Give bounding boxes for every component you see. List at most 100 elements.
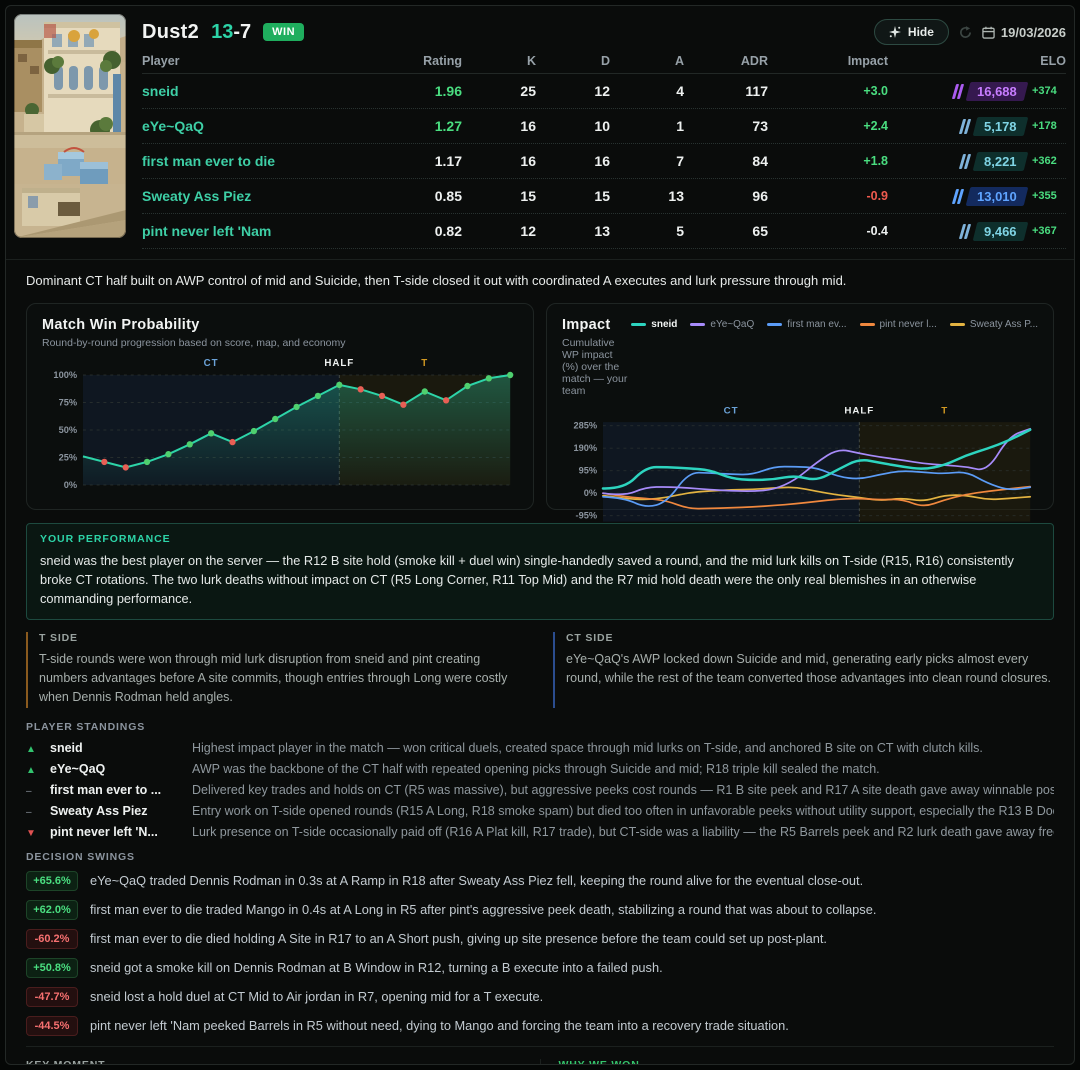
svg-text:CT: CT bbox=[724, 406, 739, 417]
decision-swing-row: -47.7% sneid lost a hold duel at CT Mid t… bbox=[26, 986, 1054, 1007]
table-row[interactable]: pint never left 'Nam 0.82 12 13 5 65 -0.4 9,466… bbox=[142, 214, 1066, 249]
impact-legend: sneid eYe~QaQ first man ev... pint never l.… bbox=[631, 317, 1038, 330]
hide-button[interactable]: Hide bbox=[873, 19, 949, 45]
impact-value: -0.4 bbox=[866, 224, 888, 238]
standings-description: AWP was the backbone of the CT half with… bbox=[192, 761, 880, 776]
elo-delta: +367 bbox=[1032, 225, 1057, 237]
legend-item[interactable]: eYe~QaQ bbox=[690, 319, 754, 330]
header-right: Dust2 13-7 WIN Hide 19/03/2026 bbox=[142, 14, 1066, 249]
legend-swatch bbox=[859, 323, 875, 326]
elo-slashes-icon bbox=[959, 223, 972, 239]
elo-number: 13,010 bbox=[977, 188, 1017, 204]
scoreboard-column-adr: ADR bbox=[740, 53, 768, 68]
map-name: Dust2 bbox=[142, 20, 200, 43]
elo-slashes-icon bbox=[959, 118, 972, 134]
elo-badge: 9,466 bbox=[973, 221, 1029, 241]
your-performance-text: sneid was the best player on the server … bbox=[40, 553, 1014, 607]
kills-value: 12 bbox=[520, 223, 536, 239]
deaths-value: 16 bbox=[594, 153, 610, 169]
svg-text:100%: 100% bbox=[53, 370, 77, 380]
impact-chart: CT HALF T -95% 0% 95% 190% 285% bbox=[573, 406, 1032, 522]
player-name-link[interactable]: pint never left 'Nam bbox=[142, 223, 272, 239]
elo-number: 9,466 bbox=[984, 223, 1017, 239]
refresh-icon[interactable] bbox=[959, 25, 972, 39]
player-name-link[interactable]: eYe~QaQ bbox=[142, 118, 204, 134]
svg-text:0%: 0% bbox=[584, 488, 597, 498]
svg-text:50%: 50% bbox=[59, 425, 78, 435]
svg-text:190%: 190% bbox=[573, 443, 597, 453]
standings-description: Highest impact player in the match — won… bbox=[192, 740, 983, 755]
table-row[interactable]: Sweaty Ass Piez 0.85 15 15 13 96 -0.9 13,010 +35… bbox=[142, 179, 1066, 214]
ct-side-text: eYe~QaQ's AWP locked down Suicide and mi… bbox=[566, 651, 1052, 685]
table-row[interactable]: sneid 1.96 25 12 4 117 +3.0 16,688 +374 bbox=[142, 74, 1066, 109]
deaths-value: 12 bbox=[594, 83, 610, 99]
standings-description: Entry work on T-side opened rounds (R15 … bbox=[192, 803, 1054, 818]
player-name-link[interactable]: Sweaty Ass Piez bbox=[142, 188, 252, 204]
deaths-value: 10 bbox=[594, 118, 610, 134]
hide-button-label: Hide bbox=[907, 25, 934, 39]
legend-swatch bbox=[949, 323, 965, 326]
legend-label: first man ev... bbox=[787, 319, 847, 330]
player-name-link[interactable]: sneid bbox=[142, 83, 179, 99]
win-probability-card: Match Win Probability Round-by-round pro… bbox=[26, 303, 534, 510]
svg-text:0%: 0% bbox=[64, 480, 78, 490]
elo-slashes-icon bbox=[952, 83, 965, 99]
svg-text:HALF: HALF bbox=[324, 358, 354, 369]
standings-player-name: Sweaty Ass Piez bbox=[50, 803, 148, 818]
svg-text:-95%: -95% bbox=[576, 511, 598, 521]
assists-value: 13 bbox=[668, 188, 684, 204]
player-name-link[interactable]: first man ever to die bbox=[142, 153, 276, 169]
legend-item[interactable]: first man ev... bbox=[767, 319, 847, 330]
scoreboard-column-rating: Rating bbox=[423, 53, 462, 68]
elo-badge: 13,010 bbox=[965, 186, 1029, 206]
svg-text:T: T bbox=[421, 358, 428, 369]
player-standings-section: PLAYER STANDINGS ▲ sneid Highest impact pl… bbox=[26, 721, 1054, 839]
score-opponent: -7 bbox=[233, 20, 252, 43]
rank-flat-icon: – bbox=[26, 785, 32, 797]
player-standings-title: PLAYER STANDINGS bbox=[26, 720, 146, 733]
legend-item[interactable]: Sweaty Ass P... bbox=[949, 319, 1038, 330]
swing-description: first man ever to die traded Mango in 0.… bbox=[90, 902, 877, 918]
impact-value: -0.9 bbox=[866, 189, 888, 203]
standings-row: ▲ sneid Highest impact player in the match… bbox=[26, 741, 1054, 755]
ct-side-title: CT SIDE bbox=[566, 631, 614, 644]
rating-value: 1.17 bbox=[434, 153, 462, 169]
scoreboard-column-d: D bbox=[600, 53, 610, 68]
swing-value-badge: +50.8% bbox=[26, 957, 78, 978]
date-picker[interactable]: 19/03/2026 bbox=[982, 25, 1066, 40]
scoreboard-column-elo: ELO bbox=[1040, 53, 1066, 68]
swing-description: sneid got a smoke kill on Dennis Rodman … bbox=[90, 960, 663, 976]
elo-number: 16,688 bbox=[977, 83, 1017, 99]
legend-label: pint never l... bbox=[879, 319, 937, 330]
legend-item[interactable]: pint never l... bbox=[859, 319, 937, 330]
why-we-won-section: WHY WE WON eYe~QaQ's AWP and sneid's fra… bbox=[539, 1058, 1055, 1064]
elo-delta: +355 bbox=[1032, 190, 1057, 202]
match-header: Dust2 13-7 WIN Hide 19/03/2026 bbox=[6, 6, 1074, 257]
map-thumbnail-image[interactable] bbox=[14, 14, 126, 238]
elo-badge: 8,221 bbox=[973, 151, 1029, 171]
t-side-text: T-side rounds were won through mid lurk … bbox=[39, 651, 508, 705]
legend-item[interactable]: sneid bbox=[631, 319, 677, 330]
swing-value-badge: +65.6% bbox=[26, 870, 78, 891]
adr-value: 117 bbox=[745, 83, 768, 99]
swing-description: pint never left 'Nam peeked Barrels in R… bbox=[90, 1018, 789, 1034]
decision-swing-row: +65.6% eYe~QaQ traded Dennis Rodman in 0.… bbox=[26, 870, 1054, 891]
elo-number: 5,178 bbox=[984, 118, 1017, 134]
adr-value: 84 bbox=[752, 153, 768, 169]
impact-card: Impact Cumulative WP impact (%) over the… bbox=[546, 303, 1054, 522]
elo-badge: 16,688 bbox=[965, 81, 1029, 101]
kills-value: 15 bbox=[520, 188, 536, 204]
assists-value: 5 bbox=[676, 223, 684, 239]
legend-swatch bbox=[631, 323, 647, 326]
impact-title: Impact bbox=[562, 317, 611, 333]
table-row[interactable]: first man ever to die 1.17 16 16 7 84 +1.8 8,22… bbox=[142, 144, 1066, 179]
charts-row: Match Win Probability Round-by-round pro… bbox=[6, 299, 1074, 522]
table-row[interactable]: eYe~QaQ 1.27 16 10 1 73 +2.4 5,178 +178 bbox=[142, 109, 1066, 144]
elo-slashes-icon bbox=[959, 153, 972, 169]
elo-number: 8,221 bbox=[984, 153, 1017, 169]
win-probability-subtitle: Round-by-round progression based on scor… bbox=[42, 337, 346, 349]
rating-value: 0.82 bbox=[434, 223, 462, 239]
swing-value-badge: -47.7% bbox=[26, 986, 78, 1007]
standings-player-name: pint never left 'N... bbox=[50, 824, 158, 839]
legend-swatch bbox=[690, 323, 706, 326]
